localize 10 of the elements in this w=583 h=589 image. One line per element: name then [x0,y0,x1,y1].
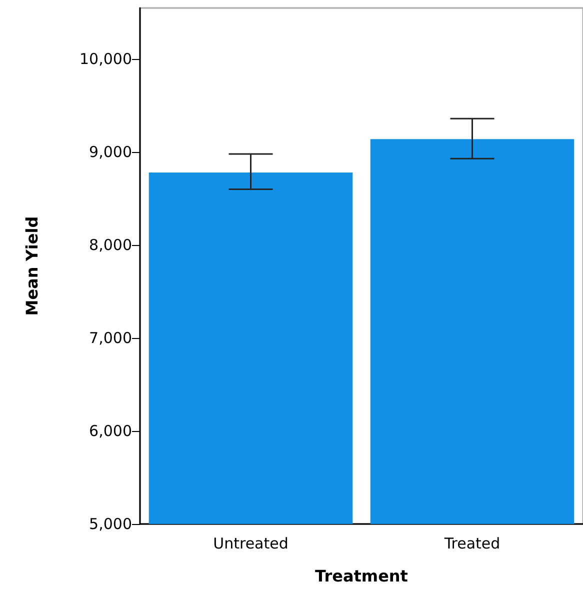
x-tick-label: Untreated [213,534,288,552]
y-tick-label: 7,000 [89,329,132,348]
y-axis-title: Mean Yield [22,216,42,316]
x-tick-label: Treated [443,534,500,552]
x-axis-title: Treatment [315,566,408,586]
y-tick-label: 5,000 [89,515,132,533]
y-tick-label: 10,000 [80,50,132,68]
y-tick-label: 6,000 [89,422,132,440]
y-tick-label: 9,000 [89,143,132,162]
y-tick-label: 8,000 [89,236,132,254]
